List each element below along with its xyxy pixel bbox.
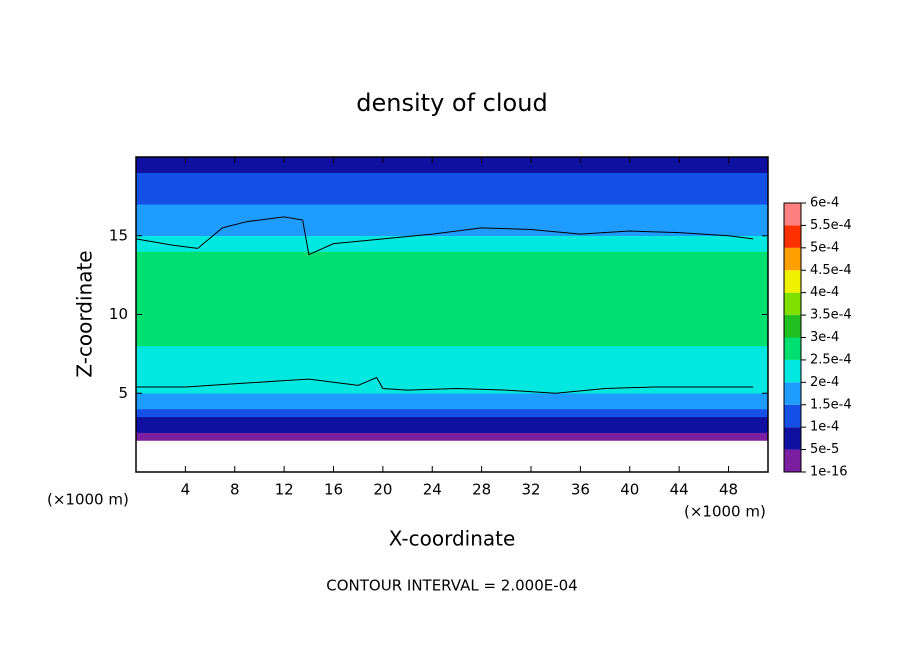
field-cell [135, 219, 769, 236]
colorbar-swatch [784, 292, 801, 316]
y-axis-label: Z-coordinate [73, 250, 97, 377]
field-cell [135, 408, 769, 418]
x-tick-label: 36 [571, 481, 590, 499]
field-cell [135, 188, 769, 205]
colorbar-swatch [784, 337, 801, 360]
field-cell [135, 400, 769, 410]
colorbar-swatch [784, 359, 801, 383]
colorbar-label: 5.5e-4 [810, 218, 852, 233]
unit-label: (×1000 m) [47, 491, 129, 509]
colorbar-swatch [784, 270, 801, 293]
x-tick-label: 32 [521, 481, 540, 499]
y-tick-label: 5 [118, 384, 128, 402]
y-tick-label: 10 [109, 305, 128, 323]
field-cell [135, 393, 769, 402]
colorbar-swatch [784, 404, 801, 428]
colorbar-swatch [784, 203, 801, 226]
x-axis-label: X-coordinate [389, 527, 516, 551]
y-tick-label: 15 [109, 226, 128, 244]
field-cell [135, 416, 769, 425]
unit-label: (×1000 m) [684, 503, 766, 521]
colorbar-swatch [784, 449, 801, 472]
colorbar-label: 1e-4 [810, 420, 839, 435]
colorbar-label: 4e-4 [810, 285, 839, 300]
colorbar-swatch [784, 247, 801, 271]
x-tick-label: 20 [373, 481, 392, 499]
colorbar-label: 1e-16 [810, 465, 848, 480]
colorbar-label: 5e-5 [810, 442, 839, 457]
colorbar-swatch [784, 315, 801, 338]
field-cell [135, 235, 769, 252]
x-tick-label: 44 [670, 481, 689, 499]
colorbar-label: 2.5e-4 [810, 352, 852, 367]
colorbar-swatch [784, 225, 801, 248]
field-cell [135, 156, 769, 173]
contour-line [136, 376, 754, 394]
field-cell [135, 377, 769, 394]
colorbar-label: 6e-4 [810, 196, 839, 211]
x-tick-label: 40 [620, 481, 639, 499]
colorbar-label: 1.5e-4 [810, 397, 852, 412]
colorbar-swatch [784, 382, 801, 405]
field-cell [135, 172, 769, 189]
x-tick-label: 8 [230, 481, 240, 499]
x-tick-label: 48 [719, 481, 738, 499]
colorbar-label: 5e-4 [810, 240, 839, 255]
field-cell [135, 424, 769, 433]
field-cell [135, 204, 769, 221]
x-tick-label: 12 [275, 481, 294, 499]
x-tick-label: 4 [181, 481, 191, 499]
x-tick-label: 24 [423, 481, 442, 499]
colorbar-label: 3e-4 [810, 330, 839, 345]
footer: CONTOUR INTERVAL = 2.000E-04 [326, 577, 577, 595]
colorbar-label: 3.5e-4 [810, 308, 852, 323]
field-cell [135, 251, 769, 284]
x-tick-label: 28 [472, 481, 491, 499]
colorbar-label: 4.5e-4 [810, 263, 852, 278]
contour-line [135, 216, 754, 256]
chart-title: density of cloud [356, 89, 547, 117]
field-cell [135, 282, 769, 347]
field-cell [135, 432, 769, 441]
field-cell [135, 345, 769, 378]
x-tick-label: 16 [324, 481, 343, 499]
colorbar-label: 2e-4 [810, 375, 839, 390]
colorbar-swatch [784, 427, 801, 450]
